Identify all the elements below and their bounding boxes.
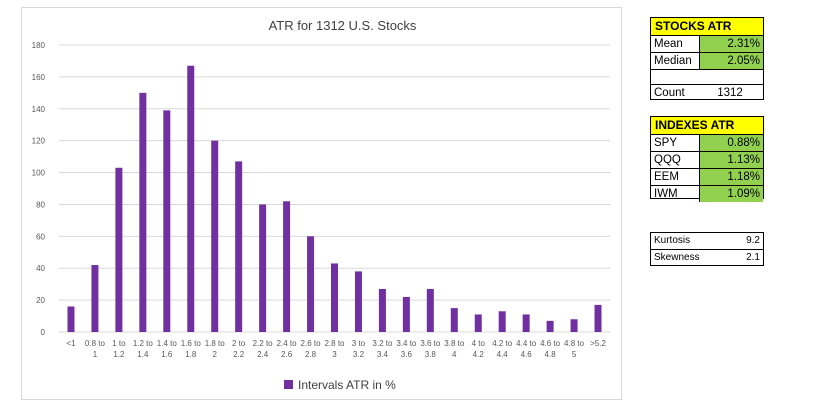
y-tick-label: 180 (32, 41, 46, 50)
bar (307, 236, 315, 332)
skewness-row: Skewness 2.1 (651, 250, 763, 266)
y-tick-label: 40 (36, 264, 45, 273)
index-spy-label: SPY (654, 137, 678, 149)
bar (426, 288, 434, 332)
index-row-eem: EEM 1.18% (651, 169, 763, 186)
x-tick-label: >5.2 (590, 339, 606, 348)
kurtosis-row: Kurtosis 9.2 (651, 233, 763, 250)
bar (546, 320, 554, 332)
y-tick-label: 20 (36, 296, 45, 305)
y-tick-label: 140 (32, 105, 46, 114)
x-tick-label: <1 (66, 339, 76, 348)
chart-area: ATR for 1312 U.S. Stocks 0 20 40 60 80 100 120 1… (21, 7, 622, 400)
x-tick-label: 4.6 to 4.8 (540, 339, 561, 359)
bar (139, 92, 147, 332)
index-iwm-label: IWM (654, 188, 678, 200)
index-row-qqq: QQQ 1.13% (651, 152, 763, 169)
kurtosis-label: Kurtosis (654, 235, 691, 246)
bar (378, 288, 386, 332)
x-tick-label: 2.8 to 3 (324, 339, 345, 359)
bar (331, 263, 338, 332)
x-tick-label: 1 to 1.2 (112, 339, 126, 359)
stocks-median-value: 2.05% (699, 53, 763, 69)
x-tick-label: 3.6 to 3.8 (420, 339, 441, 359)
bar (163, 110, 171, 332)
y-tick-label: 120 (32, 137, 46, 146)
x-tick-label: 1.2 to 1.4 (133, 339, 154, 359)
x-tick-label: 1.8 to 2 (205, 339, 226, 359)
chart-title: ATR for 1312 U.S. Stocks (269, 18, 417, 33)
bar (91, 265, 99, 332)
x-tick-label: 4.2 to 4.4 (492, 339, 513, 359)
skewness-value: 2.1 (746, 252, 760, 263)
bar (594, 304, 602, 332)
bar (67, 306, 75, 332)
bar (235, 161, 243, 332)
distribution-stats-table: Kurtosis 9.2 Skewness 2.1 (650, 232, 764, 266)
index-row-iwm: IWM 1.09% (651, 186, 763, 202)
x-tick-label: 2.2 to 2.4 (253, 339, 274, 359)
x-tick-label: 4 to 4.2 (472, 339, 486, 359)
index-qqq-label: QQQ (654, 154, 681, 166)
stocks-atr-table: STOCKS ATR Mean 2.31% Median 2.05% Count… (650, 17, 764, 100)
x-tick-label: 3 to 3.2 (352, 339, 366, 359)
stocks-mean-row: Mean 2.31% (651, 36, 763, 53)
index-eem-label: EEM (654, 171, 679, 183)
bar (354, 271, 362, 332)
stocks-atr-title: STOCKS ATR (651, 18, 763, 36)
bar (211, 140, 219, 332)
stocks-mean-label: Mean (654, 38, 683, 50)
bar (187, 65, 195, 332)
x-tick-label: 3.4 to 3.6 (396, 339, 417, 359)
bar (570, 319, 578, 332)
index-eem-value: 1.18% (699, 169, 763, 185)
x-tick-label: 2.6 to 2.8 (301, 339, 322, 359)
x-tick-label: 4.8 to 5 (564, 339, 585, 359)
y-tick-label: 80 (36, 200, 45, 209)
indexes-atr-title: INDEXES ATR (651, 117, 763, 135)
indexes-atr-table: INDEXES ATR SPY 0.88% QQQ 1.13% EEM 1.18… (650, 116, 764, 202)
stocks-median-row: Median 2.05% (651, 53, 763, 70)
index-row-spy: SPY 0.88% (651, 135, 763, 152)
x-tick-label: 1.4 to 1.6 (157, 339, 178, 359)
atr-bar-chart: ATR for 1312 U.S. Stocks 0 20 40 60 80 100 120 1… (32, 18, 610, 392)
y-tick-label: 0 (41, 328, 46, 337)
index-iwm-value: 1.09% (699, 186, 763, 202)
bar (474, 314, 482, 332)
x-tick-label: 0.8 to 1 (85, 339, 106, 359)
bar (115, 167, 123, 332)
x-tick-label: 1.6 to 1.8 (181, 339, 202, 359)
stocks-count-row: Count 1312 (651, 85, 763, 101)
x-tick-label: 3.8 to 4 (444, 339, 465, 359)
bar (283, 201, 291, 332)
x-tick-label: 4.4 to 4.6 (516, 339, 537, 359)
kurtosis-value: 9.2 (746, 235, 760, 246)
skewness-label: Skewness (654, 252, 700, 263)
legend-swatch (284, 380, 293, 389)
legend-label: Intervals ATR in % (298, 378, 396, 392)
x-tick-label: 2 to 2.2 (232, 339, 246, 359)
index-spy-value: 0.88% (699, 135, 763, 151)
bar (498, 311, 506, 332)
stocks-mean-value: 2.31% (699, 36, 763, 52)
stocks-count-label: Count (654, 87, 685, 99)
y-tick-label: 60 (36, 232, 45, 241)
bar (259, 204, 267, 332)
stocks-median-label: Median (654, 55, 692, 67)
stocks-count-value: 1312 (717, 87, 743, 99)
bar (402, 296, 410, 332)
y-tick-label: 100 (32, 169, 46, 178)
x-tick-label: 3.2 to 3.4 (372, 339, 393, 359)
bar (450, 308, 458, 332)
stocks-spacer-row (651, 70, 763, 85)
y-tick-label: 160 (32, 73, 46, 82)
x-tick-label: 2.4 to 2.6 (277, 339, 298, 359)
index-qqq-value: 1.13% (699, 152, 763, 168)
bar (522, 314, 530, 332)
